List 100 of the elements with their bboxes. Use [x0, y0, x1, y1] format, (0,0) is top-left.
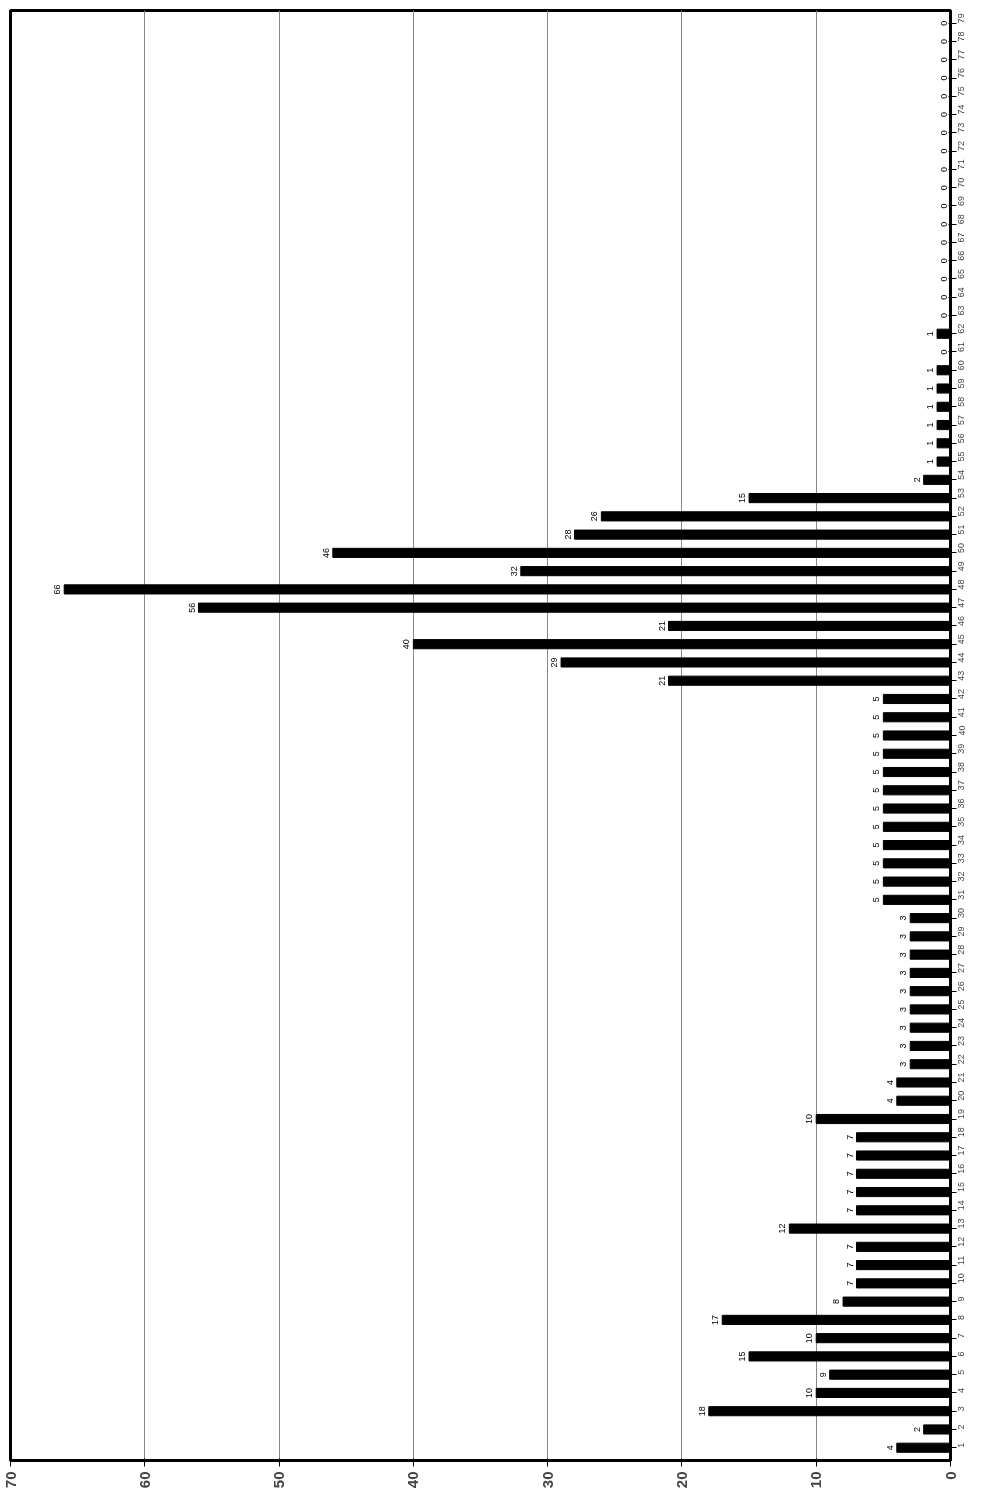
data-label: 17 — [710, 1314, 721, 1325]
data-label: 5 — [871, 806, 882, 812]
y-tick-label: 34 — [956, 835, 967, 846]
data-label: 1 — [925, 331, 936, 337]
data-label: 5 — [871, 732, 882, 738]
data-label: 0 — [938, 258, 949, 264]
y-tick-label: 32 — [956, 871, 967, 882]
data-label: 2 — [911, 477, 922, 483]
y-tick-label: 79 — [956, 13, 967, 24]
data-label: 7 — [844, 1207, 855, 1213]
data-label: 1 — [925, 440, 936, 446]
x-tick-label: 30 — [538, 1471, 556, 1489]
data-label: 66 — [52, 584, 63, 595]
data-label: 10 — [804, 1333, 815, 1344]
y-tick-label: 75 — [956, 86, 967, 97]
data-label: 32 — [508, 566, 519, 577]
data-label: 5 — [871, 860, 882, 866]
y-tick-label: 58 — [956, 396, 967, 407]
data-label: 5 — [871, 787, 882, 793]
data-label: 5 — [871, 769, 882, 775]
data-label: 15 — [737, 1351, 748, 1362]
data-label: 18 — [696, 1406, 707, 1417]
x-tick-label: 20 — [672, 1471, 690, 1489]
data-label: 0 — [938, 39, 949, 45]
y-tick-label: 64 — [956, 287, 967, 298]
y-tick-label: 62 — [956, 323, 967, 334]
data-label: 0 — [938, 312, 949, 318]
y-tick-label: 3 — [956, 1406, 967, 1412]
x-tick-label: 10 — [807, 1471, 825, 1489]
y-tick-label: 70 — [956, 177, 967, 188]
data-label: 3 — [898, 952, 909, 958]
y-tick-label: 78 — [956, 31, 967, 42]
data-label: 26 — [589, 511, 600, 522]
y-tick-label: 76 — [956, 68, 967, 79]
y-tick-label: 42 — [956, 688, 967, 699]
data-label: 0 — [938, 185, 949, 191]
y-tick-label: 73 — [956, 122, 967, 133]
data-label: 0 — [938, 221, 949, 227]
data-label: 46 — [320, 547, 331, 558]
data-label: 7 — [844, 1134, 855, 1140]
y-tick-label: 10 — [956, 1273, 967, 1284]
y-tick-label: 11 — [956, 1255, 967, 1266]
y-tick-label: 30 — [956, 908, 967, 919]
y-tick-label: 9 — [956, 1296, 967, 1302]
y-tick-label: 19 — [956, 1108, 967, 1119]
y-tick-label: 51 — [956, 524, 967, 535]
y-tick-label: 26 — [956, 981, 967, 992]
data-label: 1 — [925, 459, 936, 465]
y-tick-label: 25 — [956, 999, 967, 1010]
y-tick-label: 33 — [956, 853, 967, 864]
data-label: 3 — [898, 933, 909, 939]
y-tick-label: 15 — [956, 1182, 967, 1193]
y-tick-label: 74 — [956, 104, 967, 115]
data-label: 0 — [938, 148, 949, 154]
data-label: 10 — [804, 1113, 815, 1125]
data-label: 4 — [884, 1098, 895, 1104]
y-tick-label: 41 — [956, 707, 967, 718]
y-tick-label: 16 — [956, 1163, 967, 1174]
data-label: 0 — [938, 166, 949, 172]
y-tick-label: 23 — [956, 1035, 967, 1046]
y-tick-label: 7 — [956, 1333, 967, 1339]
y-tick-label: 71 — [956, 159, 967, 170]
y-tick-label: 65 — [956, 268, 967, 279]
y-tick-label: 60 — [956, 360, 967, 371]
y-tick-label: 59 — [956, 378, 967, 389]
y-tick-label: 39 — [956, 743, 967, 754]
y-tick-label: 55 — [956, 451, 967, 462]
data-label: 5 — [871, 824, 882, 830]
y-tick-label: 5 — [956, 1369, 967, 1375]
x-tick-label: 70 — [1, 1471, 19, 1489]
y-tick-label: 24 — [956, 1017, 967, 1028]
y-tick-label: 37 — [956, 780, 967, 791]
y-tick-label: 17 — [956, 1145, 967, 1156]
data-label: 5 — [871, 714, 882, 720]
y-tick-label: 13 — [956, 1218, 967, 1229]
data-label: 0 — [938, 239, 949, 245]
y-tick-label: 45 — [956, 634, 967, 645]
data-label: 28 — [562, 529, 573, 540]
data-label: 56 — [186, 602, 197, 613]
data-label: 0 — [938, 57, 949, 63]
y-tick-label: 40 — [956, 725, 967, 736]
data-label: 5 — [871, 696, 882, 702]
data-label: 0 — [938, 294, 949, 300]
data-label: 5 — [871, 879, 882, 885]
y-tick-label: 35 — [956, 816, 967, 827]
data-label: 10 — [804, 1387, 815, 1398]
y-tick-label: 6 — [956, 1351, 967, 1357]
data-label: 8 — [831, 1299, 842, 1305]
data-label: 7 — [844, 1189, 855, 1195]
y-tick-label: 21 — [956, 1072, 967, 1083]
y-tick-label: 20 — [956, 1090, 967, 1101]
y-tick-label: 66 — [956, 250, 967, 261]
y-tick-label: 68 — [956, 214, 967, 225]
data-label: 0 — [938, 203, 949, 209]
y-tick-label: 4 — [956, 1387, 967, 1393]
data-label: 1 — [925, 386, 936, 392]
y-tick-label: 63 — [956, 305, 967, 316]
y-tick-label: 27 — [956, 962, 967, 973]
y-tick-label: 14 — [956, 1200, 967, 1211]
y-tick-label: 61 — [956, 341, 967, 352]
